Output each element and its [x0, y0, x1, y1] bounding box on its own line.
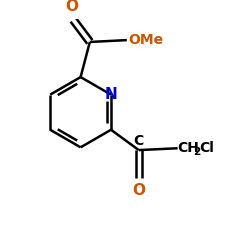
Text: O: O [65, 0, 78, 14]
Text: C: C [134, 134, 144, 148]
Text: Cl: Cl [199, 141, 214, 155]
Text: 2: 2 [193, 147, 200, 157]
Text: OMe: OMe [128, 33, 163, 47]
Text: N: N [105, 87, 117, 102]
Text: O: O [132, 183, 145, 198]
Text: CH: CH [178, 141, 199, 155]
